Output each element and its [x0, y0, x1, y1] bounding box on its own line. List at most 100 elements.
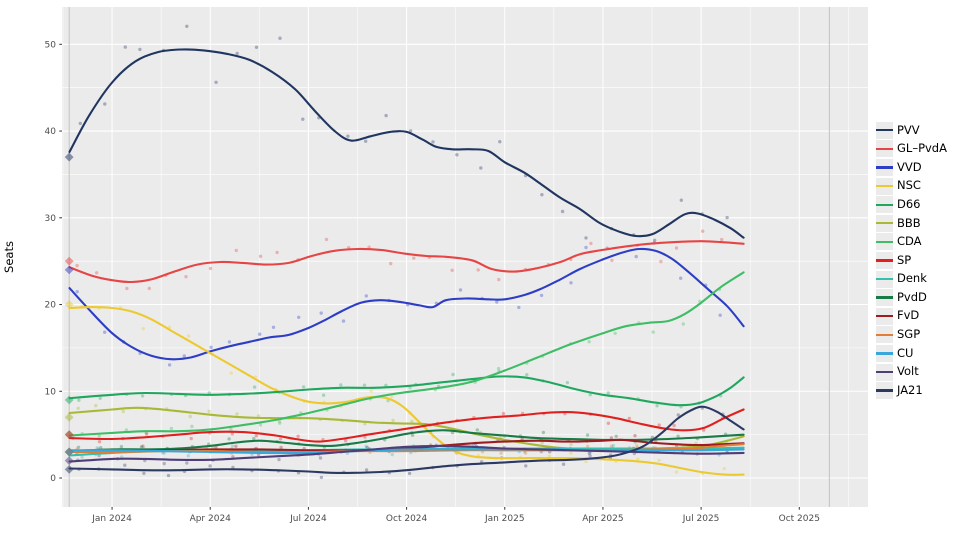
poll-dot [341, 319, 346, 323]
poll-dot [569, 451, 573, 455]
poll-dot [275, 250, 279, 255]
poll-dot [541, 430, 546, 435]
election-result-marker-CU [64, 447, 74, 457]
data-layer [64, 24, 745, 480]
poll-dot [234, 248, 238, 253]
poll-dot [186, 334, 191, 338]
legend-key-swatch [876, 289, 893, 307]
poll-dot [720, 237, 724, 242]
poll-dot [363, 422, 367, 426]
poll-dot [169, 426, 174, 431]
poll-dot [391, 418, 395, 423]
poll-dot [190, 424, 194, 429]
poll-dot [162, 461, 166, 466]
legend-item-cda: CDA [876, 233, 947, 252]
legend-key-line [876, 240, 893, 243]
election-result-marker-GL–PvdA [64, 256, 74, 266]
legend-label: SP [897, 252, 912, 267]
poll-dot [185, 461, 189, 465]
legend-key-swatch [876, 382, 893, 400]
poll-dot [301, 385, 306, 389]
legend-item-bbb: BBB [876, 214, 947, 233]
legend-item-gl-pvda: GL–PvdA [876, 140, 947, 159]
election-result-marker-SP [64, 430, 74, 440]
poll-dot [318, 456, 323, 460]
poll-dot [627, 416, 631, 421]
poll-dot [230, 432, 234, 436]
poll-dot [659, 259, 663, 264]
poll-dot [124, 428, 129, 432]
poll-dot [613, 331, 617, 335]
legend-key-swatch [876, 307, 893, 325]
poll-dot [455, 153, 459, 157]
poll-dot [145, 432, 149, 436]
poll-dot [364, 468, 369, 472]
legend-key-line [876, 315, 893, 318]
poll-dot [214, 80, 218, 85]
poll-dot [725, 215, 729, 220]
poll-dot [410, 433, 415, 437]
poll-dot [679, 198, 683, 202]
poll-dot [278, 437, 283, 441]
poll-dot [77, 398, 81, 402]
poll-dot [343, 439, 348, 443]
poll-dot [301, 117, 305, 121]
poll-dot [258, 423, 263, 427]
poll-dot [539, 293, 544, 298]
trend-line-PVV [68, 48, 745, 239]
legend-key-line [876, 147, 893, 151]
poll-dot [119, 445, 124, 449]
poll-dot [184, 275, 188, 279]
legend-item-ja21: JA21 [876, 381, 947, 400]
poll-dot [450, 268, 454, 272]
poll-dot [121, 409, 126, 414]
poll-dot [718, 313, 722, 317]
poll-dot [651, 330, 655, 334]
poll-dot [674, 246, 679, 250]
legend-label: VVD [897, 159, 922, 174]
poll-dot [636, 457, 640, 461]
poll-dot [141, 327, 145, 331]
poll-dot [258, 332, 262, 336]
legend-key-line [876, 129, 893, 132]
legend-key-swatch [876, 177, 893, 195]
poll-dot [635, 443, 639, 447]
poll-dot [384, 383, 388, 387]
y-tick-label: 0 [50, 474, 56, 484]
poll-dot [186, 454, 190, 458]
poll-dot [76, 445, 81, 449]
poll-dot [476, 268, 480, 272]
poll-dot [674, 470, 679, 474]
poll-dot [123, 45, 128, 49]
poll-dot [498, 140, 502, 144]
poll-dot [364, 444, 368, 449]
poll-dot [369, 389, 373, 393]
election-result-marker-JA21 [64, 464, 74, 474]
poll-dot [229, 427, 233, 431]
poll-dot [278, 36, 282, 40]
poll-dot [139, 445, 144, 449]
poll-dot [185, 24, 189, 28]
poll-dot [99, 446, 103, 450]
legend-label: PVV [897, 122, 920, 137]
poll-dot [587, 451, 591, 455]
poll-dot [681, 322, 685, 326]
poll-dot [362, 383, 367, 387]
legend-key-swatch [876, 214, 893, 232]
poll-dot [384, 113, 388, 118]
poll-dot [701, 229, 705, 233]
poll-dot [412, 256, 416, 260]
poll-dot [611, 443, 616, 448]
poll-dot [633, 434, 637, 438]
poll-dot [458, 288, 463, 292]
legend-label: D66 [897, 196, 921, 211]
x-tick-label: Apr 2024 [190, 514, 232, 524]
y-tick-label: 50 [45, 40, 57, 50]
poll-dot [76, 406, 80, 410]
poll-dot [702, 428, 706, 432]
legend-key-line [876, 184, 893, 188]
poll-dot [585, 433, 590, 437]
y-axis-title: Seats [2, 241, 16, 273]
poll-dot [501, 411, 506, 416]
trend-line-D66 [68, 375, 745, 407]
